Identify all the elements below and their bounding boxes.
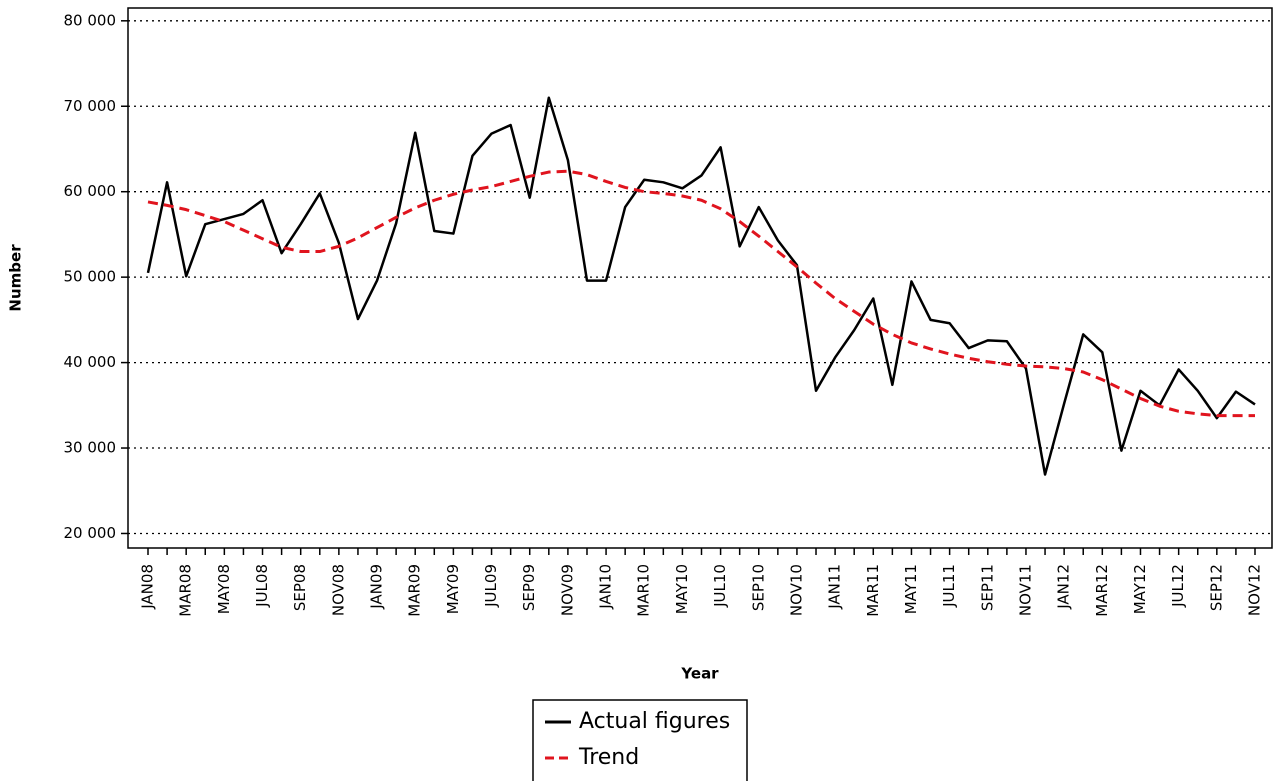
y-tick-label: 40 000 xyxy=(64,353,117,371)
x-tick-label: SEP11 xyxy=(978,564,996,611)
y-tick-label: 60 000 xyxy=(64,182,117,200)
y-tick-label: 20 000 xyxy=(64,524,117,542)
plot-frame xyxy=(127,7,1273,549)
x-tick-label: JAN09 xyxy=(368,564,386,610)
x-tick-label: NOV08 xyxy=(329,564,347,616)
legend-label: Trend xyxy=(578,745,639,770)
x-tick-label: NOV11 xyxy=(1016,564,1034,616)
y-tick-label: 30 000 xyxy=(64,439,117,457)
x-tick-label: MAR08 xyxy=(177,564,195,617)
x-tick-label: JAN11 xyxy=(826,564,844,610)
x-tick-label: MAY08 xyxy=(215,564,233,614)
x-tick-label: NOV12 xyxy=(1246,564,1264,616)
x-tick-label: JAN08 xyxy=(139,564,157,610)
x-axis-label: Year xyxy=(680,665,719,683)
x-tick-label: MAY12 xyxy=(1131,564,1149,614)
x-tick-label: MAR10 xyxy=(635,564,653,617)
x-tick-label: MAY11 xyxy=(902,564,920,614)
x-tick-label: MAR12 xyxy=(1093,564,1111,617)
x-tick-label: MAY09 xyxy=(444,564,462,614)
legend-label: Actual figures xyxy=(579,709,730,734)
x-tick-label: JUL11 xyxy=(940,564,958,608)
x-tick-label: JUL10 xyxy=(711,564,729,608)
x-tick-label: JUL09 xyxy=(482,564,500,608)
x-tick-label: SEP10 xyxy=(749,564,767,611)
x-tick-label: MAY10 xyxy=(673,564,691,614)
x-tick-label: SEP09 xyxy=(520,564,538,611)
x-tick-label: MAR09 xyxy=(406,564,424,617)
x-tick-label: MAR11 xyxy=(864,564,882,617)
x-tick-label: NOV09 xyxy=(558,564,576,616)
x-tick-label: JAN12 xyxy=(1055,564,1073,610)
y-tick-label: 50 000 xyxy=(64,268,117,286)
x-tick-label: JUL12 xyxy=(1169,564,1187,608)
x-tick-label: JUL08 xyxy=(253,564,271,608)
y-tick-label: 80 000 xyxy=(64,11,117,29)
y-axis-label: Number xyxy=(7,244,25,312)
y-tick-label: 70 000 xyxy=(64,97,117,115)
series-line xyxy=(146,96,1256,476)
legend-box xyxy=(532,699,748,781)
x-tick-label: SEP08 xyxy=(291,564,309,611)
x-tick-label: NOV10 xyxy=(787,564,805,616)
series-line xyxy=(147,169,1255,418)
x-tick-label: JAN10 xyxy=(597,564,615,610)
x-tick-label: SEP12 xyxy=(1207,564,1225,611)
